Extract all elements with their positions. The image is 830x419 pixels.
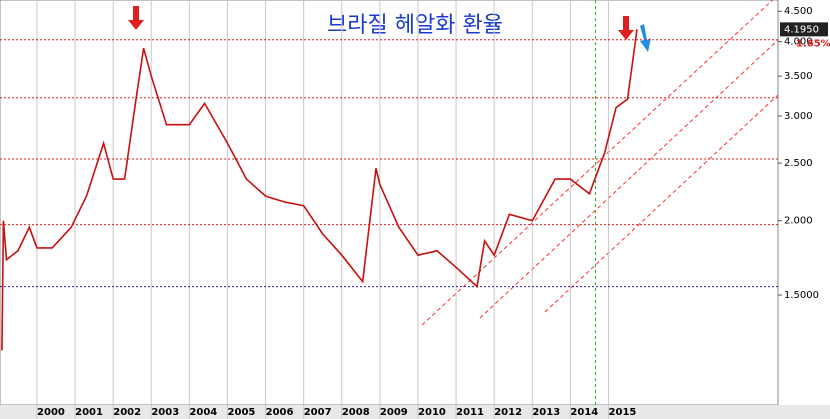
- y-tick-label: 4.000: [784, 37, 813, 48]
- x-tick-label: 2002: [113, 407, 141, 418]
- change-label: 1.65%: [796, 38, 830, 49]
- arrow: [640, 24, 651, 52]
- x-tick-label: 2003: [151, 407, 179, 418]
- x-tick-label: 2010: [418, 407, 446, 418]
- arrow: [618, 16, 634, 40]
- x-tick-label: 2013: [532, 407, 560, 418]
- price-box: [780, 22, 828, 37]
- x-axis-strip: [0, 405, 830, 419]
- x-tick-label: 2012: [494, 407, 522, 418]
- x-tick-label: 2005: [228, 407, 256, 418]
- y-tick-label: 3.500: [784, 71, 813, 82]
- chart-title: 브라질 헤알화 환율: [327, 13, 503, 38]
- y-tick-label: 2.500: [784, 158, 813, 169]
- x-tick-label: 2007: [304, 407, 332, 418]
- x-tick-label: 2004: [189, 407, 217, 418]
- x-tick-label: 2011: [456, 407, 484, 418]
- arrow: [128, 6, 144, 30]
- channel-line: [479, 39, 779, 319]
- last-price-label: 4.1950: [784, 24, 819, 35]
- x-tick-label: 2000: [37, 407, 65, 418]
- x-tick-label: 2014: [570, 407, 598, 418]
- x-tick-label: 2008: [342, 407, 370, 418]
- x-tick-label: 2015: [609, 407, 637, 418]
- y-tick-label: 3.000: [784, 111, 813, 122]
- y-tick-label: 1.5000: [784, 290, 819, 301]
- y-tick-label: 2.000: [784, 216, 813, 227]
- plot-area: [0, 0, 779, 406]
- price-line: [1, 29, 638, 351]
- x-tick-label: 2006: [266, 407, 294, 418]
- y-tick-label: 4.500: [784, 6, 813, 17]
- trend-channel: [421, 0, 779, 326]
- x-tick-label: 2001: [75, 407, 103, 418]
- channel-line: [421, 0, 774, 326]
- x-tick-label: 2009: [380, 407, 408, 418]
